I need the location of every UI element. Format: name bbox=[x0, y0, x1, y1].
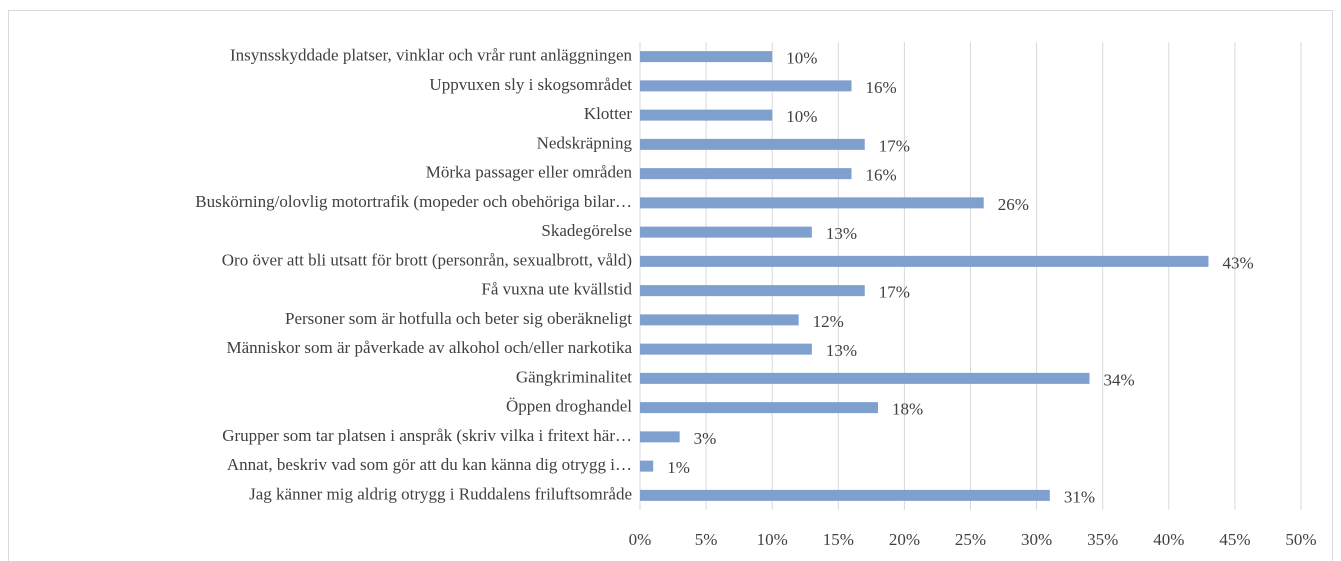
bar bbox=[640, 314, 799, 326]
y-tick-label: Öppen droghandel bbox=[506, 397, 632, 416]
data-label: 16% bbox=[866, 166, 897, 185]
y-tick-label: Personer som är hotfulla och beter sig o… bbox=[285, 309, 632, 328]
y-tick-label: Insynsskyddade platser, vinklar och vrår… bbox=[230, 46, 633, 65]
x-tick-label: 45% bbox=[1219, 530, 1250, 549]
data-label: 10% bbox=[786, 107, 817, 126]
bar bbox=[640, 402, 878, 414]
x-tick-label: 20% bbox=[889, 530, 920, 549]
bar bbox=[640, 51, 773, 63]
bar bbox=[640, 197, 984, 209]
x-tick-label: 5% bbox=[695, 530, 718, 549]
data-label: 43% bbox=[1222, 253, 1253, 272]
bar bbox=[640, 138, 865, 150]
y-tick-label: Jag känner mig aldrig otrygg i Ruddalens… bbox=[249, 484, 632, 503]
data-label: 26% bbox=[998, 195, 1029, 214]
y-tick-label: Få vuxna ute kvällstid bbox=[481, 280, 632, 299]
x-tick-label: 50% bbox=[1285, 530, 1316, 549]
data-label: 17% bbox=[879, 283, 910, 302]
data-label: 18% bbox=[892, 400, 923, 419]
y-tick-label: Buskörning/olovlig motortrafik (mopeder … bbox=[195, 192, 632, 211]
x-tick-label: 40% bbox=[1153, 530, 1184, 549]
data-label: 31% bbox=[1064, 487, 1095, 506]
x-tick-label: 30% bbox=[1021, 530, 1052, 549]
y-tick-label: Annat, beskriv vad som gör att du kan kä… bbox=[227, 455, 632, 474]
data-label: 13% bbox=[826, 341, 857, 360]
bar bbox=[640, 255, 1209, 267]
x-tick-label: 15% bbox=[823, 530, 854, 549]
bar bbox=[640, 372, 1090, 384]
bar bbox=[640, 431, 680, 443]
data-label: 17% bbox=[879, 136, 910, 155]
data-label: 3% bbox=[694, 429, 717, 448]
bar bbox=[640, 285, 865, 297]
x-tick-label: 0% bbox=[629, 530, 652, 549]
y-tick-label: Skadegörelse bbox=[541, 221, 632, 240]
bar bbox=[640, 343, 812, 355]
data-label: 12% bbox=[813, 312, 844, 331]
data-label: 34% bbox=[1103, 370, 1134, 389]
y-tick-label: Grupper som tar platsen i anspråk (skriv… bbox=[222, 426, 632, 445]
bar bbox=[640, 80, 852, 92]
data-label: 10% bbox=[786, 49, 817, 68]
data-label: 1% bbox=[667, 458, 690, 477]
bar bbox=[640, 460, 654, 472]
x-tick-label: 35% bbox=[1087, 530, 1118, 549]
y-tick-label: Uppvuxen sly i skogsområdet bbox=[429, 75, 632, 94]
y-tick-label: Nedskräpning bbox=[537, 133, 633, 152]
y-tick-label: Mörka passager eller områden bbox=[426, 163, 633, 182]
x-tick-label: 10% bbox=[757, 530, 788, 549]
y-tick-label: Klotter bbox=[584, 104, 632, 123]
x-tick-label: 25% bbox=[955, 530, 986, 549]
data-label: 13% bbox=[826, 224, 857, 243]
data-label: 16% bbox=[866, 78, 897, 97]
y-tick-label: Människor som är påverkade av alkohol oc… bbox=[226, 338, 632, 357]
y-tick-label: Gängkriminalitet bbox=[516, 367, 632, 386]
bar bbox=[640, 489, 1050, 501]
chart-frame bbox=[8, 10, 1333, 561]
bar bbox=[640, 168, 852, 180]
bar bbox=[640, 109, 773, 121]
y-tick-label: Oro över att bli utsatt för brott (perso… bbox=[222, 250, 632, 269]
bar bbox=[640, 226, 812, 238]
